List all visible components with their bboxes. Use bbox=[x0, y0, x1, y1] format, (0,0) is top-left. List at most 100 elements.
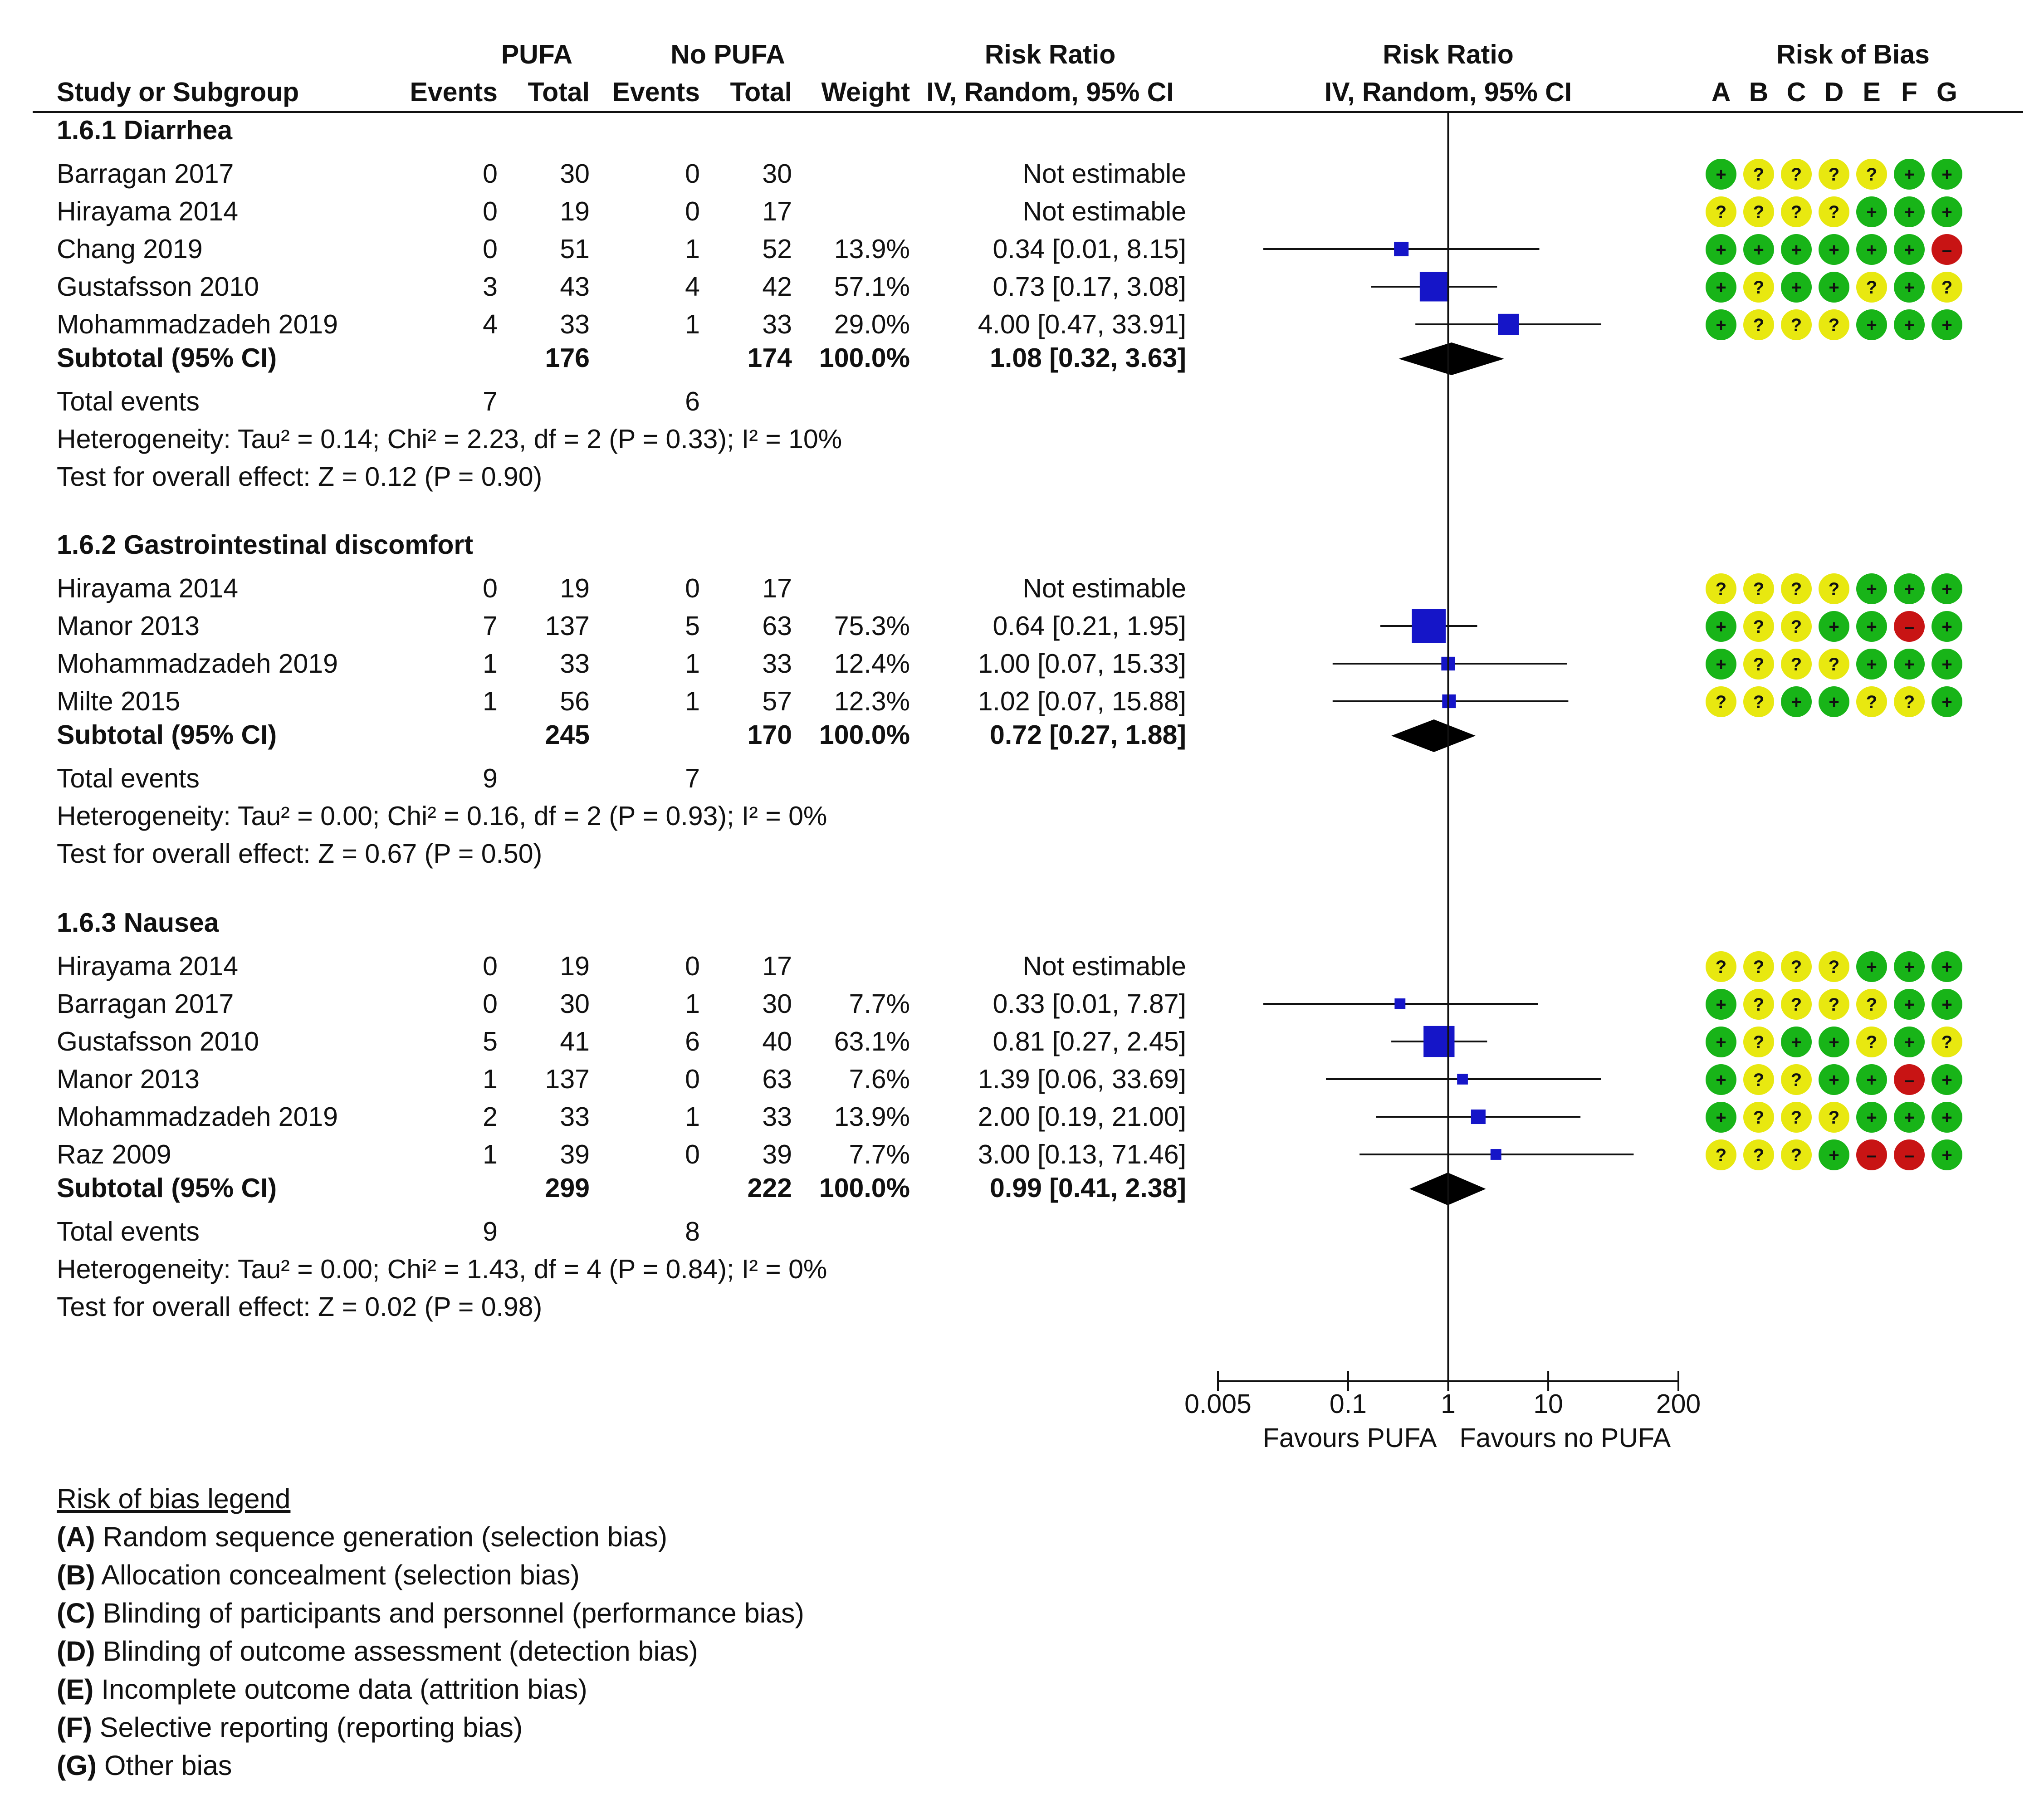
rob-symbol: ? bbox=[1716, 579, 1726, 599]
total-pufa: 19 bbox=[560, 573, 590, 603]
rob-symbol: + bbox=[1941, 692, 1952, 712]
rob-symbol: ? bbox=[1791, 1108, 1802, 1128]
risk-ratio-ci: Not estimable bbox=[1022, 196, 1186, 226]
subtotal-total-no-pufa: 222 bbox=[748, 1173, 792, 1203]
point-estimate-square bbox=[1394, 998, 1406, 1009]
header-no-pufa: No PUFA bbox=[670, 39, 785, 69]
total-pufa: 39 bbox=[560, 1139, 590, 1169]
rob-symbol: + bbox=[1904, 278, 1914, 298]
total-no-pufa: 39 bbox=[762, 1139, 792, 1169]
rob-dot bbox=[1706, 951, 1736, 982]
study-name: Raz 2009 bbox=[57, 1139, 171, 1169]
rob-dot bbox=[1819, 234, 1849, 265]
rob-symbol: + bbox=[1716, 240, 1726, 260]
subtotal-total-pufa: 176 bbox=[545, 343, 590, 373]
rob-symbol: ? bbox=[1753, 1070, 1764, 1090]
rob-dot bbox=[1706, 309, 1736, 340]
total-no-pufa: 33 bbox=[762, 309, 792, 339]
rob-symbol: ? bbox=[1791, 579, 1802, 599]
total-pufa: 19 bbox=[560, 196, 590, 226]
weight: 57.1% bbox=[834, 272, 910, 302]
rob-legend-key: (E) bbox=[57, 1674, 93, 1705]
events-no-pufa: 4 bbox=[685, 272, 700, 302]
rob-dot bbox=[1743, 1027, 1774, 1057]
rob-symbol: ? bbox=[1829, 655, 1839, 675]
rob-dot bbox=[1856, 686, 1887, 717]
rob-symbol: ? bbox=[1829, 315, 1839, 335]
weight: 13.9% bbox=[834, 1102, 910, 1132]
events-no-pufa: 0 bbox=[685, 196, 700, 226]
events-pufa: 1 bbox=[483, 686, 498, 716]
rob-dot bbox=[1932, 272, 1962, 303]
risk-ratio-ci: 1.02 [0.07, 15.88] bbox=[978, 686, 1186, 716]
rob-dot bbox=[1743, 159, 1774, 190]
rob-symbol: + bbox=[1941, 315, 1952, 335]
rob-dot bbox=[1743, 1064, 1774, 1095]
events-pufa: 1 bbox=[483, 1139, 498, 1169]
header-total-pufa: Total bbox=[528, 77, 590, 107]
total-no-pufa: 30 bbox=[762, 989, 792, 1019]
total-pufa: 33 bbox=[560, 309, 590, 339]
rob-dot bbox=[1932, 309, 1962, 340]
rob-dot bbox=[1706, 159, 1736, 190]
rob-dot bbox=[1819, 309, 1849, 340]
rob-dot bbox=[1819, 272, 1849, 303]
weight: 7.6% bbox=[849, 1064, 910, 1094]
rob-symbol: + bbox=[1941, 617, 1952, 637]
header-rob-f: F bbox=[1901, 77, 1917, 107]
total-no-pufa: 52 bbox=[762, 234, 792, 264]
rob-symbol: ? bbox=[1716, 692, 1726, 712]
point-estimate-square bbox=[1498, 313, 1519, 335]
rob-legend-key: (F) bbox=[57, 1712, 92, 1743]
rob-symbol: + bbox=[1716, 278, 1726, 298]
events-no-pufa: 1 bbox=[685, 1102, 700, 1132]
header-method-plot: IV, Random, 95% CI bbox=[1325, 77, 1572, 107]
rob-dot bbox=[1856, 649, 1887, 680]
rob-dot bbox=[1894, 573, 1925, 604]
total-pufa: 56 bbox=[560, 686, 590, 716]
total-pufa: 137 bbox=[545, 1064, 590, 1094]
total-pufa: 51 bbox=[560, 234, 590, 264]
point-estimate-square bbox=[1490, 1149, 1501, 1160]
risk-ratio-ci: 2.00 [0.19, 21.00] bbox=[978, 1102, 1186, 1132]
favours-no-pufa-label: Favours no PUFA bbox=[1460, 1423, 1671, 1453]
rob-symbol: ? bbox=[1753, 617, 1764, 637]
rob-dot bbox=[1819, 649, 1849, 680]
rob-dot bbox=[1706, 649, 1736, 680]
rob-legend-item: (A) Random sequence generation (selectio… bbox=[57, 1521, 667, 1552]
header-rob-c: C bbox=[1787, 77, 1806, 107]
rob-dot bbox=[1856, 1102, 1887, 1133]
events-pufa: 4 bbox=[483, 309, 498, 339]
rob-symbol: ? bbox=[1753, 278, 1764, 298]
rob-symbol: + bbox=[1941, 655, 1952, 675]
rob-symbol: ? bbox=[1866, 692, 1877, 712]
rob-symbol: + bbox=[1829, 1070, 1839, 1090]
rob-dot bbox=[1706, 573, 1736, 604]
subtotal-diamond bbox=[1391, 719, 1476, 752]
risk-ratio-ci: Not estimable bbox=[1022, 159, 1186, 189]
total-no-pufa: 33 bbox=[762, 649, 792, 679]
rob-legend-item: (B) Allocation concealment (selection bi… bbox=[57, 1560, 580, 1590]
rob-dot bbox=[1856, 159, 1887, 190]
weight: 7.7% bbox=[849, 989, 910, 1019]
rob-symbol: ? bbox=[1753, 1108, 1764, 1128]
rob-symbol: + bbox=[1941, 1108, 1952, 1128]
rob-symbol: + bbox=[1904, 315, 1914, 335]
events-no-pufa: 0 bbox=[685, 573, 700, 603]
study-name: Manor 2013 bbox=[57, 611, 200, 641]
rob-symbol: ? bbox=[1791, 315, 1802, 335]
rob-symbol: + bbox=[1941, 995, 1952, 1015]
rob-dot bbox=[1781, 1027, 1812, 1057]
events-no-pufa: 5 bbox=[685, 611, 700, 641]
risk-ratio-ci: 4.00 [0.47, 33.91] bbox=[978, 309, 1186, 339]
subtotal-ci: 0.72 [0.27, 1.88] bbox=[990, 720, 1186, 750]
risk-ratio-ci: 0.81 [0.27, 2.45] bbox=[993, 1027, 1186, 1056]
rob-symbol: + bbox=[1866, 617, 1877, 637]
header-rob-e: E bbox=[1863, 77, 1880, 107]
rob-symbol: + bbox=[1941, 1145, 1952, 1165]
rob-dot bbox=[1894, 951, 1925, 982]
rob-legend-text: Selective reporting (reporting bias) bbox=[92, 1712, 523, 1743]
rob-symbol: + bbox=[1716, 165, 1726, 185]
rob-legend-key: (A) bbox=[57, 1521, 95, 1552]
rob-legend-key: (D) bbox=[57, 1636, 95, 1667]
